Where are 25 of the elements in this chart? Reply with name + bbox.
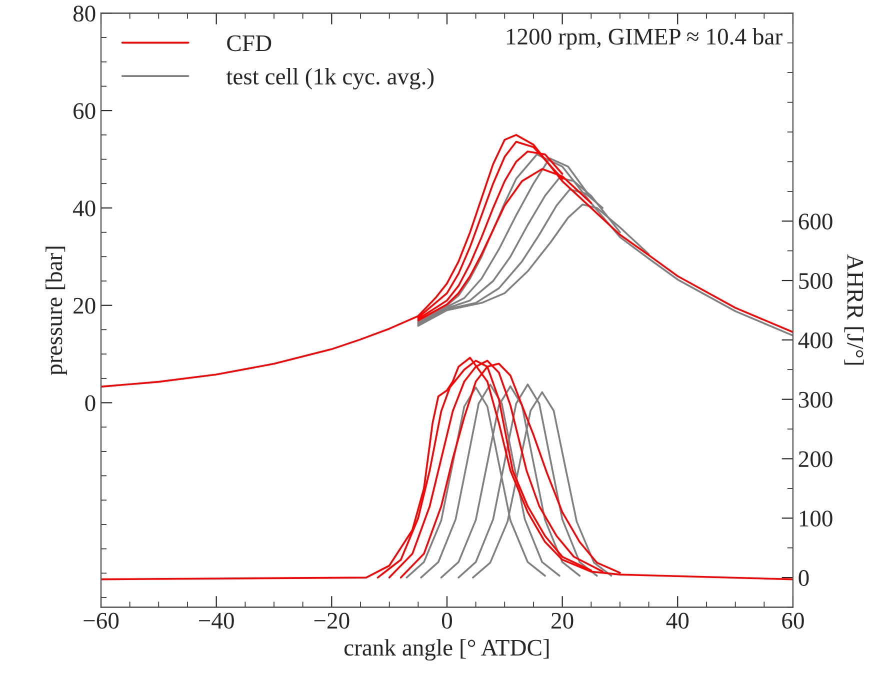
y2-tick-label: 0 — [798, 570, 809, 586]
y2-tick-label: 600 — [798, 214, 832, 230]
x-tick-label: −40 — [199, 612, 234, 629]
y2-tick-label: 400 — [798, 332, 832, 348]
x-tick-label: 20 — [552, 612, 574, 629]
y2-tick-label: 200 — [798, 451, 832, 468]
y-tick-label: 80 — [73, 6, 96, 22]
annotation: 1200 rpm, GIMEP ≈ 10.4 bar — [506, 28, 782, 50]
x-tick-label: −60 — [84, 612, 119, 629]
y2-tick-label: 300 — [798, 392, 832, 408]
y-tick-label: 20 — [74, 298, 96, 314]
y-tick-label: 0 — [85, 395, 96, 412]
x-tick-label: 40 — [666, 612, 689, 629]
y2-tick-label: 100 — [800, 510, 832, 527]
x-tick-label: 0 — [442, 612, 452, 629]
x-tick-label: −20 — [314, 612, 350, 629]
y-tick-label: 60 — [74, 103, 96, 119]
y2-tick-label: 500 — [799, 273, 832, 289]
legend-label: test cell (1k cyc. avg.) — [226, 68, 434, 90]
legend-label: CFD — [227, 35, 272, 52]
y-axis-title: pressure [bar] — [46, 246, 67, 376]
y2-axis-title: AHRR [J/°] — [844, 254, 864, 365]
y-tick-label: 40 — [72, 200, 96, 216]
x-tick-label: 60 — [782, 612, 804, 629]
x-axis-title: crank angle [° ATDC] — [344, 639, 549, 661]
